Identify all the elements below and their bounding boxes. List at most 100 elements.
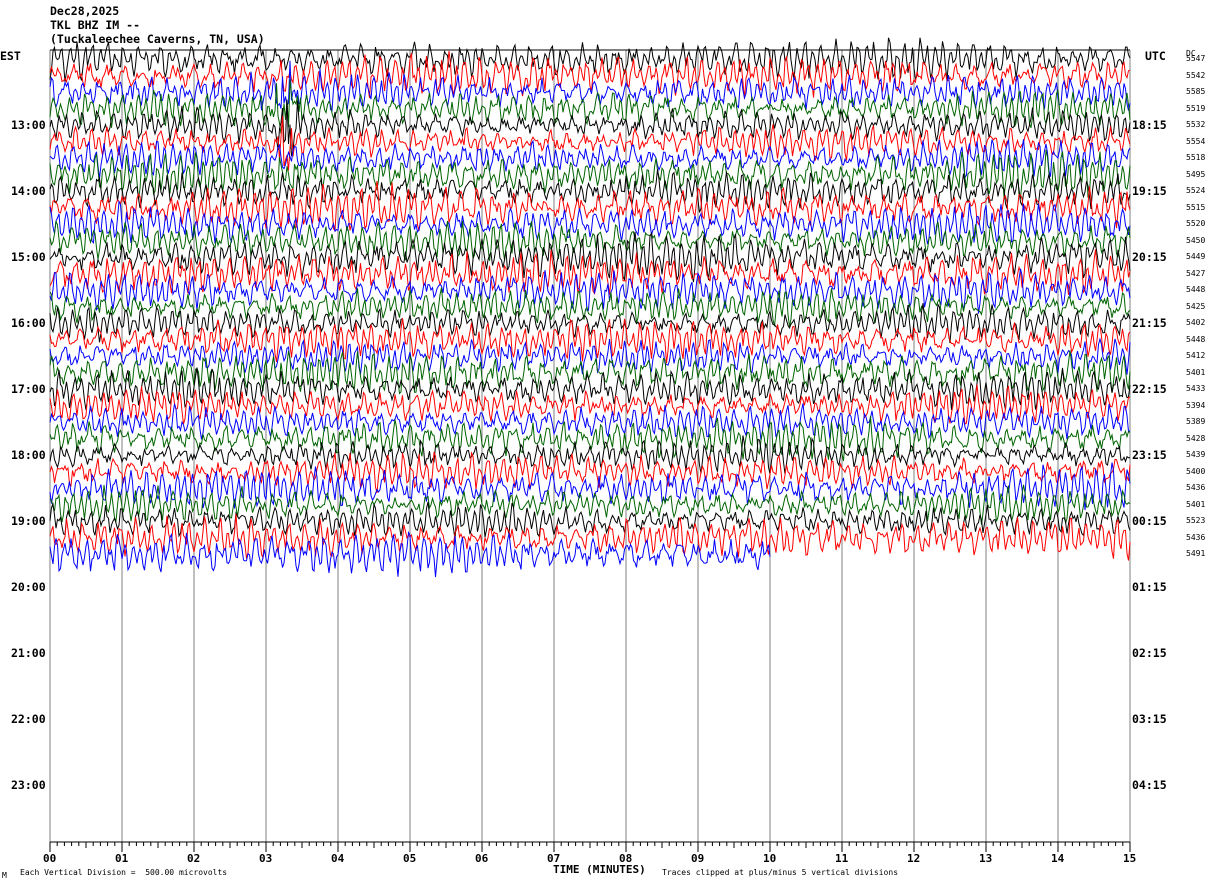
trace-line xyxy=(49,180,1131,233)
trace-line xyxy=(49,79,1131,134)
dc-offset-label: 5425 xyxy=(1186,301,1206,311)
dc-header-label: DC xyxy=(1186,49,1196,58)
left-hour-label: 20:00 xyxy=(11,580,46,594)
dc-offset-label: 5401 xyxy=(1186,367,1206,377)
x-tick-label: 05 xyxy=(403,852,417,865)
left-hour-label: 13:00 xyxy=(11,118,46,132)
clipping-note: Traces clipped at plus/minus 5 vertical … xyxy=(662,868,899,877)
dc-offset-label: 5547 xyxy=(1186,54,1206,63)
left-hour-label: 23:00 xyxy=(11,778,46,792)
trace-line xyxy=(49,100,1131,157)
x-tick-label: 07 xyxy=(547,852,561,865)
vertical-division-note: Each Vertical Division = 500.00 microvol… xyxy=(20,868,228,877)
x-tick-label: 04 xyxy=(331,852,345,865)
corner-mark: M xyxy=(2,871,7,880)
trace-line xyxy=(49,287,1131,327)
trace-line xyxy=(49,530,771,578)
dc-offset-label: 5524 xyxy=(1186,186,1206,195)
trace-line xyxy=(49,462,1131,511)
trace-line xyxy=(49,435,1130,475)
x-tick-label: 13 xyxy=(979,852,993,865)
plot-date: Dec28,2025 xyxy=(50,4,120,18)
dc-offset-label: 5448 xyxy=(1186,285,1206,294)
dc-offset-label: 5518 xyxy=(1186,153,1206,162)
dc-offset-label: 5520 xyxy=(1186,219,1206,228)
trace-line xyxy=(49,199,1131,245)
trace-line xyxy=(49,60,1131,112)
trace-line xyxy=(49,139,1131,180)
dc-offset-label: 5585 xyxy=(1186,87,1206,96)
x-axis-label: TIME (MINUTES) xyxy=(553,863,646,876)
dc-offset-label: 5439 xyxy=(1186,450,1206,459)
left-hour-label: 16:00 xyxy=(11,316,46,330)
dc-offset-label: 5427 xyxy=(1186,268,1206,278)
dc-offset-label: 5401 xyxy=(1186,499,1206,509)
trace-line xyxy=(49,116,1131,171)
dc-offset-label: 5450 xyxy=(1186,235,1206,245)
trace-line xyxy=(49,451,1131,494)
right-hour-label: 02:15 xyxy=(1132,646,1167,660)
x-tick-label: 10 xyxy=(763,852,777,865)
right-hour-label: 19:15 xyxy=(1132,184,1167,198)
trace-line xyxy=(49,484,1131,525)
left-hour-label: 15:00 xyxy=(11,250,46,264)
x-tick-label: 06 xyxy=(475,852,489,865)
dc-offset-label: 5436 xyxy=(1186,532,1206,542)
right-hour-label: 04:15 xyxy=(1132,778,1167,792)
dc-offset-label: 5394 xyxy=(1186,400,1206,410)
dc-offset-label: 5515 xyxy=(1186,202,1206,212)
trace-line xyxy=(49,268,1131,314)
right-hour-label: 00:15 xyxy=(1132,514,1167,528)
trace-line xyxy=(49,337,1131,375)
right-hour-label: 22:15 xyxy=(1132,382,1167,396)
trace-line xyxy=(49,231,1131,283)
x-tick-label: 15 xyxy=(1123,852,1137,865)
right-hour-label: 03:15 xyxy=(1132,712,1167,726)
left-timezone-label: EST xyxy=(0,49,21,63)
x-tick-label: 11 xyxy=(835,852,849,865)
x-tick-label: 02 xyxy=(187,852,201,865)
trace-line xyxy=(49,350,1131,395)
dc-offset-label: 5412 xyxy=(1186,351,1206,360)
x-axis-ticks xyxy=(49,842,1131,852)
right-hour-label: 21:15 xyxy=(1132,316,1167,330)
left-hour-label: 18:00 xyxy=(11,448,46,462)
right-hour-label: 23:15 xyxy=(1132,448,1167,462)
dc-offset-label: 5389 xyxy=(1186,417,1206,426)
trace-line xyxy=(49,367,1131,410)
dc-offset-label: 5519 xyxy=(1186,103,1206,113)
dc-offset-label: 5400 xyxy=(1186,466,1206,476)
trace-line xyxy=(49,37,1131,82)
dc-offset-label: 5448 xyxy=(1186,334,1206,344)
trace-line xyxy=(49,501,1131,540)
left-hour-label: 19:00 xyxy=(11,514,46,528)
dc-offset-label: 5495 xyxy=(1186,169,1206,179)
x-tick-label: 00 xyxy=(43,852,57,865)
plot-station: TKL BHZ IM -- xyxy=(50,18,141,32)
dc-offset-label: 5532 xyxy=(1186,120,1206,129)
trace-line xyxy=(49,249,1131,296)
dc-offset-label: 5491 xyxy=(1186,549,1206,558)
left-hour-label: 21:00 xyxy=(11,646,46,660)
right-timezone-label: UTC xyxy=(1145,49,1166,63)
trace-line xyxy=(49,149,1131,200)
dc-offset-label: 5402 xyxy=(1186,318,1206,327)
dc-offset-label: 5433 xyxy=(1186,384,1206,393)
trace-line xyxy=(49,415,1131,462)
dc-offset-label: 5428 xyxy=(1186,433,1206,443)
x-tick-label: 03 xyxy=(259,852,273,865)
x-tick-label: 01 xyxy=(115,852,129,865)
trace-line xyxy=(49,303,1131,344)
seismic-traces xyxy=(49,37,1131,578)
left-hour-label: 14:00 xyxy=(11,184,46,198)
trace-line xyxy=(49,318,1131,364)
left-hour-label: 17:00 xyxy=(11,382,46,396)
plot-location: (Tuckaleechee Caverns, TN, USA) xyxy=(50,32,265,46)
trace-line xyxy=(49,513,1131,561)
x-tick-label: 12 xyxy=(907,852,921,865)
dc-offset-label: 5449 xyxy=(1186,252,1206,261)
x-tick-label: 14 xyxy=(1051,852,1065,865)
dc-offset-label: 5554 xyxy=(1186,136,1206,146)
dc-offset-label: 5542 xyxy=(1186,70,1206,80)
